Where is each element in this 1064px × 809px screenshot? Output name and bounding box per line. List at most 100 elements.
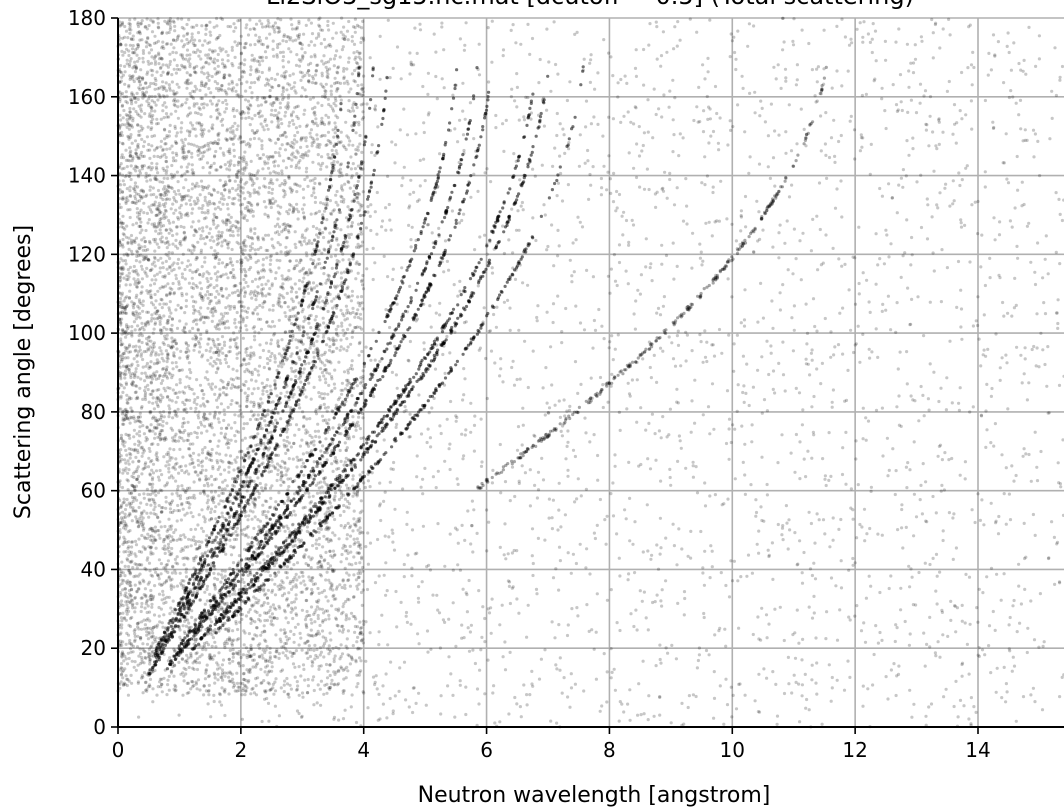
- data-point: [243, 46, 247, 50]
- data-point: [334, 149, 338, 153]
- data-point: [314, 514, 318, 518]
- data-point: [145, 502, 149, 506]
- data-point: [192, 683, 196, 688]
- data-point: [164, 580, 168, 584]
- data-point: [269, 388, 273, 392]
- data-point: [163, 389, 167, 393]
- data-point: [264, 233, 268, 237]
- data-point: [183, 235, 187, 239]
- data-point: [278, 147, 282, 151]
- data-point: [252, 26, 256, 31]
- data-point: [174, 71, 178, 75]
- data-point: [277, 352, 281, 356]
- data-point: [249, 692, 253, 696]
- data-point: [223, 110, 227, 114]
- data-point: [299, 41, 303, 46]
- data-point: [206, 337, 210, 341]
- data-point: [286, 549, 290, 553]
- data-point: [285, 565, 289, 569]
- data-point: [279, 640, 283, 644]
- data-point: [153, 322, 157, 326]
- data-point: [141, 451, 145, 455]
- data-point: [192, 66, 196, 70]
- data-point: [320, 74, 324, 78]
- data-point: [204, 478, 208, 482]
- data-point: [158, 432, 162, 437]
- data-point: [170, 73, 174, 77]
- grid-lines: [117, 17, 1064, 728]
- data-point: [217, 439, 221, 443]
- data-point: [239, 449, 243, 453]
- data-point: [178, 206, 182, 210]
- data-point: [141, 545, 145, 549]
- data-point: [158, 66, 163, 70]
- data-point: [161, 80, 165, 84]
- data-point: [158, 582, 162, 586]
- data-point: [133, 634, 137, 639]
- data-point: [191, 220, 195, 224]
- data-point: [285, 638, 289, 642]
- data-point: [354, 523, 358, 527]
- data-point: [217, 420, 221, 424]
- data-point: [332, 144, 336, 148]
- data-point: [351, 109, 356, 113]
- data-point: [146, 36, 150, 40]
- data-point: [136, 165, 140, 170]
- data-point: [281, 85, 285, 89]
- data-point: [168, 197, 172, 201]
- data-point: [317, 257, 321, 261]
- data-point: [298, 349, 302, 353]
- data-point: [260, 22, 264, 26]
- data-point: [158, 270, 162, 274]
- data-point: [136, 681, 140, 685]
- data-point: [229, 126, 233, 130]
- data-point: [132, 306, 136, 310]
- data-point: [176, 99, 180, 103]
- data-point: [306, 184, 310, 188]
- data-point: [208, 20, 212, 24]
- data-point: [148, 43, 152, 48]
- data-point: [325, 676, 330, 680]
- data-point: [343, 497, 347, 501]
- data-point: [216, 467, 220, 472]
- data-point: [237, 450, 242, 454]
- data-point: [180, 39, 184, 43]
- data-point: [207, 674, 212, 678]
- data-point: [213, 207, 217, 211]
- data-point: [227, 213, 231, 217]
- data-point: [303, 583, 307, 587]
- data-point: [205, 663, 209, 667]
- data-point: [281, 50, 285, 54]
- data-point: [311, 678, 315, 682]
- data-point: [155, 403, 160, 407]
- data-point: [353, 26, 357, 30]
- data-point: [198, 272, 202, 277]
- data-point: [162, 601, 166, 605]
- data-point: [238, 156, 242, 160]
- data-point: [324, 639, 328, 643]
- data-point: [332, 568, 336, 572]
- data-point: [316, 356, 320, 360]
- data-point: [235, 455, 239, 459]
- data-point: [298, 269, 302, 273]
- data-point: [145, 558, 149, 562]
- data-point: [188, 91, 192, 96]
- data-point: [172, 585, 176, 589]
- data-point: [285, 571, 289, 575]
- data-point: [235, 356, 239, 360]
- data-point: [335, 189, 339, 194]
- data-point: [327, 578, 331, 582]
- data-point: [243, 534, 247, 538]
- data-point: [190, 387, 194, 392]
- data-point: [129, 673, 133, 678]
- data-point: [138, 411, 142, 415]
- data-point: [206, 689, 211, 693]
- data-point: [203, 445, 207, 450]
- data-point: [129, 194, 133, 198]
- data-point: [168, 59, 172, 64]
- data-point: [165, 267, 169, 271]
- data-point: [242, 422, 246, 426]
- data-point: [258, 561, 262, 565]
- data-point: [314, 81, 318, 85]
- data-point: [175, 153, 179, 157]
